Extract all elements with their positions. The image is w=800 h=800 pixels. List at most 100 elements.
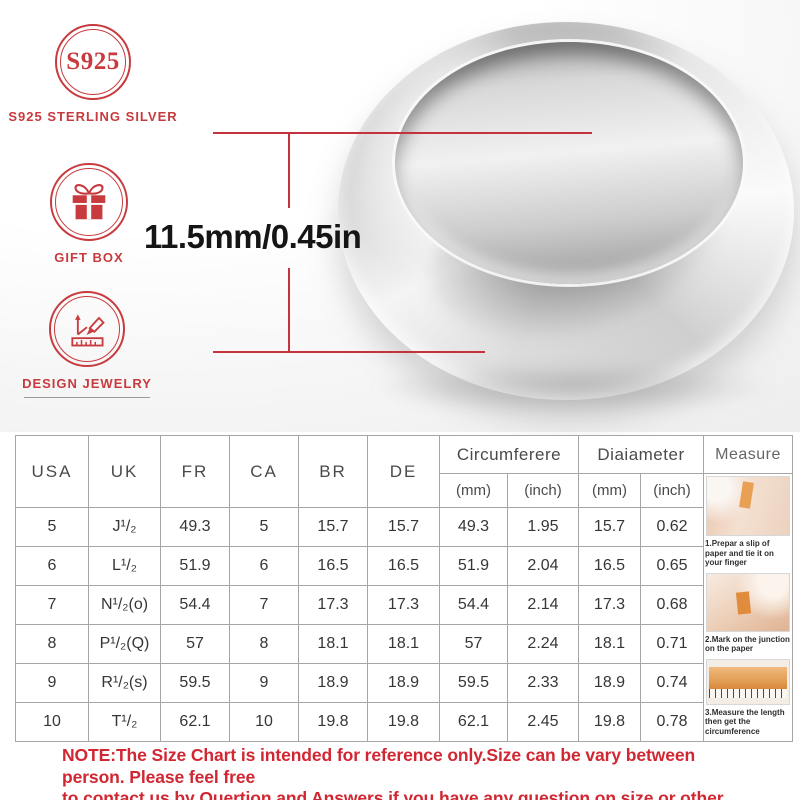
header-uk: UK (88, 435, 161, 508)
size-cell: 0.78 (639, 702, 705, 742)
measure-line-top (213, 132, 592, 134)
size-cell: 59.5 (160, 663, 230, 703)
size-cell: 2.45 (507, 702, 579, 742)
size-row: 6 L¹/₂ 51.9 6 16.5 16.5 51.9 2.04 16.5 0… (15, 546, 793, 586)
measurement-label: 11.5mm/0.45in (144, 218, 362, 255)
badge-design-jewelry-label: DESIGN JEWELRY (22, 376, 152, 391)
size-note: NOTE:The Size Chart is intended for refe… (62, 745, 762, 800)
size-row: 9 R¹/₂(s) 59.5 9 18.9 18.9 59.5 2.33 18.… (15, 663, 793, 703)
measure-instructions-cell: 1.Prepar a slip of paper and tie it on y… (703, 473, 794, 742)
size-cell: 10 (229, 702, 299, 742)
photo-edge-line (24, 397, 150, 398)
size-note-line1: NOTE:The Size Chart is intended for refe… (62, 745, 696, 787)
size-cell: 2.24 (507, 624, 579, 664)
size-cell: 17.3 (298, 585, 368, 625)
size-cell: 51.9 (160, 546, 230, 586)
paper-strip (739, 481, 754, 509)
size-cell: J¹/₂ (88, 507, 161, 547)
size-cell: 2.04 (507, 546, 579, 586)
size-cell: R¹/₂(s) (88, 663, 161, 703)
badge-gift-box-label: GIFT BOX (54, 250, 124, 265)
measure-line-vertical-upper (288, 132, 290, 208)
size-cell: 15.7 (367, 507, 440, 547)
size-cell: 7 (229, 585, 299, 625)
size-cell: 18.9 (578, 663, 641, 703)
badge-s925: S925 S925 STERLING SILVER (8, 24, 178, 125)
size-cell: 51.9 (439, 546, 508, 586)
size-cell: 19.8 (298, 702, 368, 742)
measure-step2-photo (706, 572, 791, 632)
size-cell: 16.5 (298, 546, 368, 586)
size-cell: 17.3 (367, 585, 440, 625)
size-cell: 15.7 (298, 507, 368, 547)
size-cell: 0.68 (639, 585, 705, 625)
size-cell: 19.8 (578, 702, 641, 742)
size-cell: 9 (15, 663, 89, 703)
measure-line-vertical-lower (288, 268, 290, 353)
size-cell: 0.62 (639, 507, 705, 547)
measure-step3-caption: 3.Measure the length then get the circum… (705, 707, 785, 736)
s925-stamp-text: S925 (66, 48, 120, 75)
size-cell: 2.33 (507, 663, 579, 703)
size-cell: 2.14 (507, 585, 579, 625)
size-cell: 57 (160, 624, 230, 664)
size-cell: N¹/₂(o) (88, 585, 161, 625)
badge-s925-label: S925 STERLING SILVER (8, 109, 178, 124)
header-circumference: Circumferere (439, 435, 579, 474)
size-cell: 10 (15, 702, 89, 742)
size-cell: 18.1 (367, 624, 440, 664)
header-circumference-mm: (mm) (439, 473, 508, 508)
header-br: BR (298, 435, 368, 508)
ruler-strip (709, 666, 788, 689)
measure-step1-photo (706, 476, 791, 536)
size-note-line2: to contact us by Quertion and Answers if… (62, 788, 724, 800)
badge-design-jewelry: DESIGN JEWELRY (2, 291, 172, 392)
header-ca: CA (229, 435, 299, 508)
size-cell: 0.71 (639, 624, 705, 664)
header-diameter: Diaiameter (577, 435, 705, 474)
size-cell: 18.1 (298, 624, 368, 664)
ruler-ticks (709, 688, 788, 698)
size-row: 8 P¹/₂(Q) 57 8 18.1 18.1 57 2.24 18.1 0.… (15, 624, 793, 664)
ring-drop-shadow (368, 362, 778, 414)
ring-photo (338, 22, 794, 400)
measure-step1-caption: 1.Prepar a slip of paper and tie it on y… (705, 539, 774, 567)
size-cell: 5 (229, 507, 299, 547)
size-cell: 16.5 (578, 546, 641, 586)
s925-stamp-icon: S925 (55, 24, 131, 100)
ring-hole (395, 42, 743, 284)
size-cell: 6 (229, 546, 299, 586)
header-diameter-inch: (inch) (639, 473, 705, 508)
size-cell: 6 (15, 546, 89, 586)
paper-strip-marked (735, 590, 752, 615)
size-row: 7 N¹/₂(o) 54.4 7 17.3 17.3 54.4 2.14 17.… (15, 585, 793, 625)
header-diameter-mm: (mm) (578, 473, 641, 508)
size-cell: 49.3 (439, 507, 508, 547)
size-cell: 7 (15, 585, 89, 625)
size-cell: 62.1 (160, 702, 230, 742)
size-cell: T¹/₂ (88, 702, 161, 742)
size-cell: P¹/₂(Q) (88, 624, 161, 664)
size-cell: 16.5 (367, 546, 440, 586)
size-cell: 15.7 (578, 507, 641, 547)
badge-gift-box: GIFT BOX (4, 163, 174, 266)
size-cell: 49.3 (160, 507, 230, 547)
gift-box-icon (50, 163, 128, 241)
size-cell: 18.9 (298, 663, 368, 703)
size-cell: 9 (229, 663, 299, 703)
size-cell: 17.3 (578, 585, 641, 625)
header-usa: USA (15, 435, 89, 508)
measure-line-bottom (213, 351, 485, 353)
size-cell: 8 (15, 624, 89, 664)
size-row: 5 J¹/₂ 49.3 5 15.7 15.7 49.3 1.95 15.7 0… (15, 507, 793, 547)
design-ruler-pencil-icon (49, 291, 125, 367)
header-de: DE (367, 435, 440, 508)
size-cell: 18.1 (578, 624, 641, 664)
measure-step3-photo (706, 658, 791, 705)
header-circumference-inch: (inch) (507, 473, 579, 508)
size-cell: 19.8 (367, 702, 440, 742)
size-cell: 1.95 (507, 507, 579, 547)
header-measure: Measure (703, 435, 794, 474)
size-cell: L¹/₂ (88, 546, 161, 586)
